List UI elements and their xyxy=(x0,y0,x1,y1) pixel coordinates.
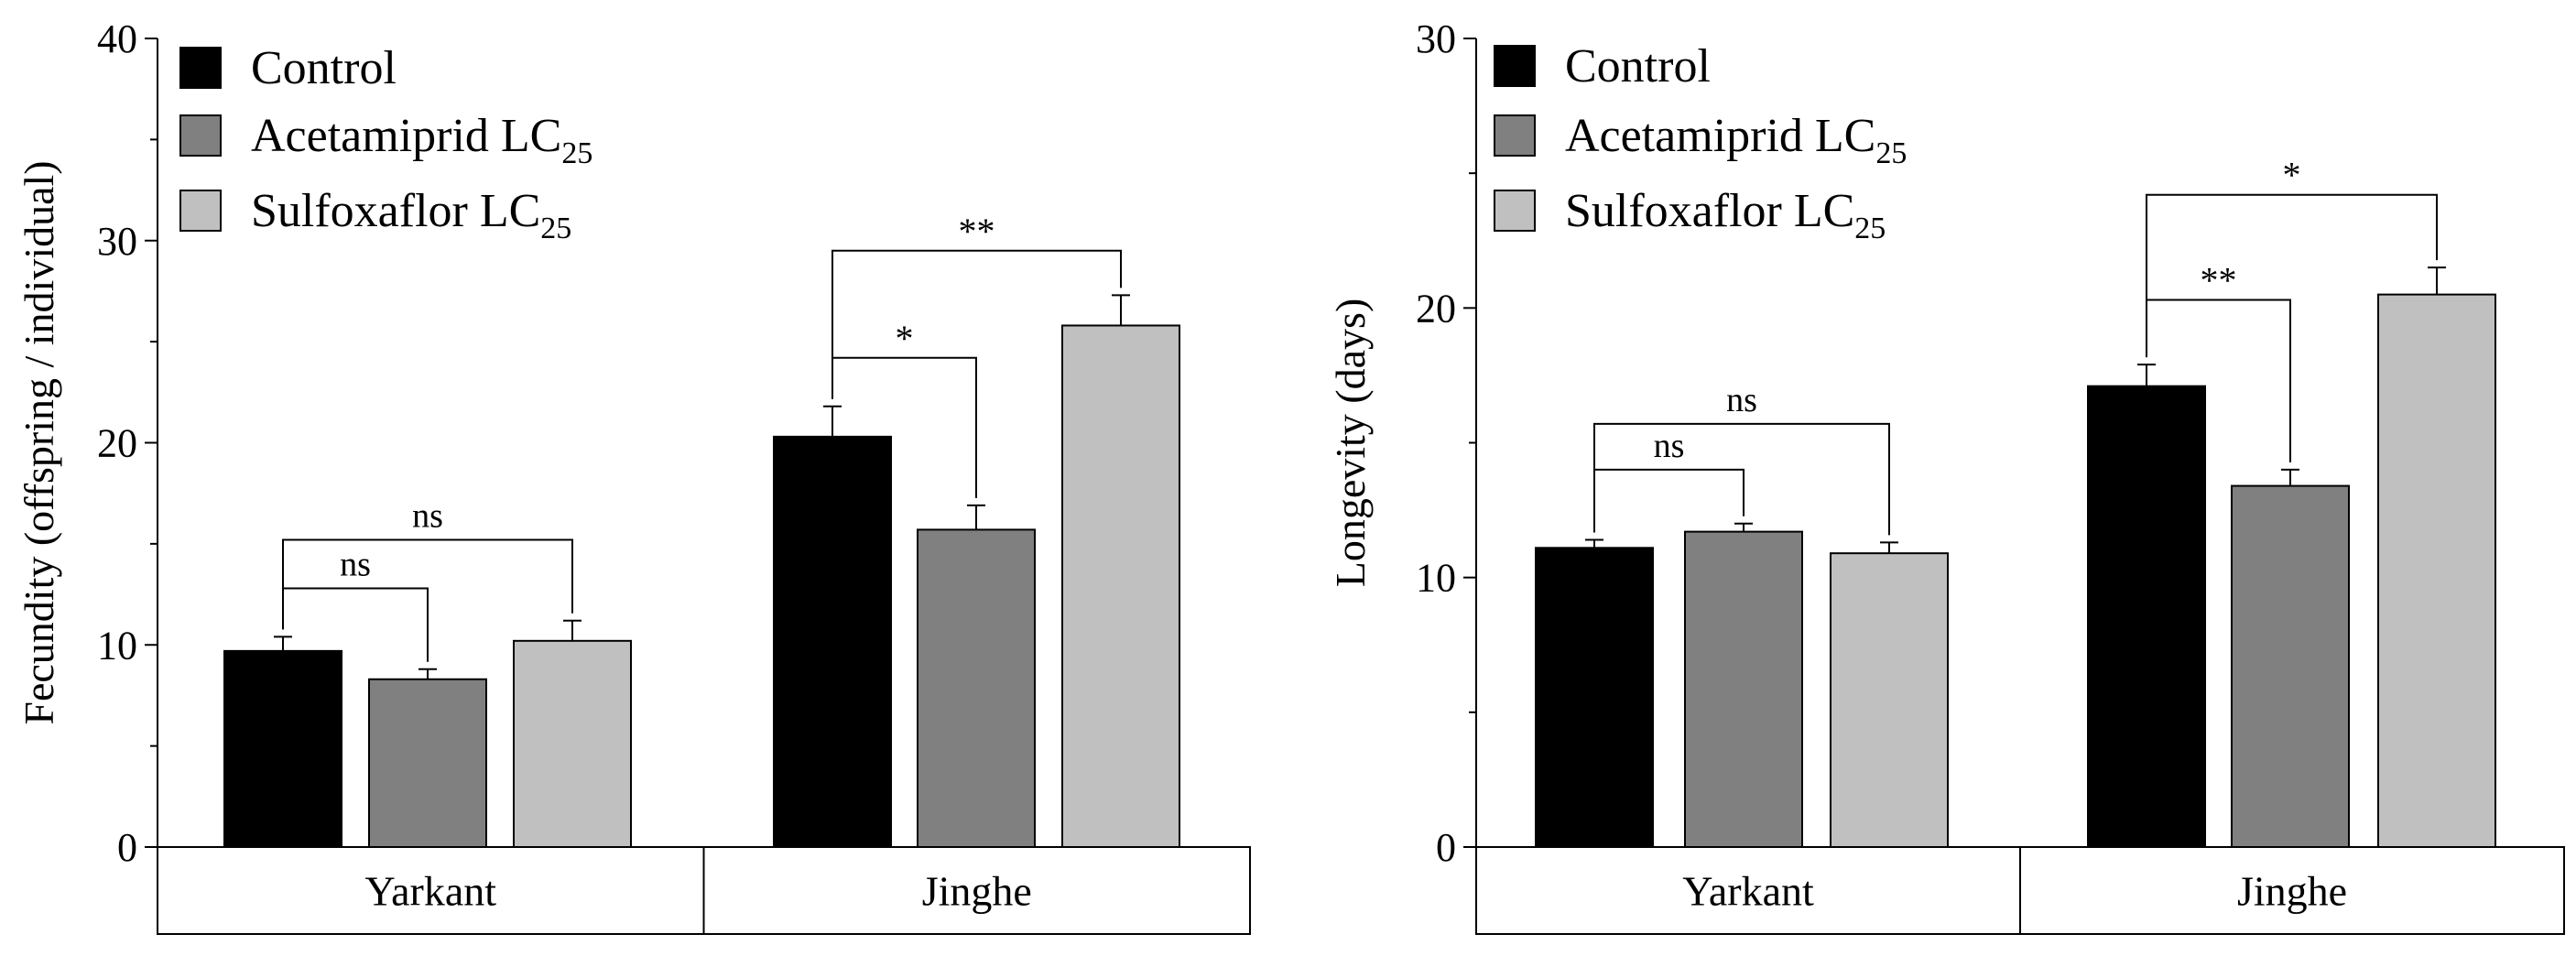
legend-entry: Acetamiprid LC25 xyxy=(1565,110,1907,170)
bar xyxy=(2377,293,2496,849)
bar xyxy=(1061,324,1180,848)
significance-label: * xyxy=(2283,155,2301,196)
group-label-jinghe: Jinghe xyxy=(2237,868,2347,915)
bar xyxy=(1535,547,1654,848)
significance-label: ns xyxy=(340,545,371,583)
significance-label: ** xyxy=(959,211,995,252)
y-tick-label: 10 xyxy=(97,623,137,668)
legend-swatch xyxy=(1494,190,1536,232)
significance-label: ns xyxy=(412,496,443,535)
group-label-yarkant: Yarkant xyxy=(364,868,496,915)
legend-subscript: 25 xyxy=(1854,212,1886,245)
legend-subscript: 25 xyxy=(540,212,571,245)
significance-bracket xyxy=(1593,468,1745,533)
legend-entry: Control xyxy=(1565,40,1711,92)
bar xyxy=(773,435,892,848)
y-axis-label: Fecundity (offspring / individual) xyxy=(16,160,62,724)
y-axis-label: Longevity (days) xyxy=(1327,299,1374,588)
group-label-yarkant: Yarkant xyxy=(1682,868,1814,915)
significance-bracket xyxy=(2146,193,2438,358)
legend-swatch xyxy=(179,47,222,89)
significance-label: ns xyxy=(1726,381,1757,419)
y-tick-label: 20 xyxy=(1416,286,1456,331)
legend-entry: Sulfoxaflor LC25 xyxy=(251,185,571,245)
bar xyxy=(513,639,632,849)
legend-entry: Acetamiprid LC25 xyxy=(251,110,592,170)
y-tick-label: 20 xyxy=(97,421,137,466)
significance-bracket xyxy=(282,538,573,630)
y-tick-label: 40 xyxy=(97,16,137,61)
significance-label: ** xyxy=(2201,260,2237,301)
bar xyxy=(368,678,487,849)
y-tick-label: 30 xyxy=(1416,16,1456,61)
significance-label: * xyxy=(896,318,914,359)
legend-subscript: 25 xyxy=(1875,136,1907,170)
bar xyxy=(1684,530,1803,848)
legend-swatch xyxy=(1494,114,1536,157)
bar xyxy=(223,649,342,848)
y-tick-label: 30 xyxy=(97,219,137,264)
legend-swatch xyxy=(179,190,222,232)
significance-label: ns xyxy=(1654,427,1685,465)
bar xyxy=(2087,385,2206,848)
significance-bracket xyxy=(831,249,1122,399)
group-label-jinghe: Jinghe xyxy=(922,868,1032,915)
y-tick-label: 10 xyxy=(1416,556,1456,601)
bar xyxy=(1830,552,1949,849)
chart-panel-1: 0 10 20 30 40 Fecundity (offspring / individu… xyxy=(16,16,1251,935)
significance-bracket xyxy=(1593,422,1890,536)
legend-swatch xyxy=(179,114,222,157)
y-tick-label: 0 xyxy=(1436,825,1456,870)
legend-entry: Control xyxy=(251,42,397,94)
bar xyxy=(917,528,1036,848)
y-tick-label: 0 xyxy=(117,825,137,870)
legend-subscript: 25 xyxy=(561,136,592,170)
bar xyxy=(2231,484,2350,848)
legend-entry: Sulfoxaflor LC25 xyxy=(1565,185,1886,245)
chart-panel-2: 0 10 20 30 Longevity (days) Yarkant Jinghe ns ns… xyxy=(1327,16,2565,935)
legend-swatch xyxy=(1494,45,1536,87)
